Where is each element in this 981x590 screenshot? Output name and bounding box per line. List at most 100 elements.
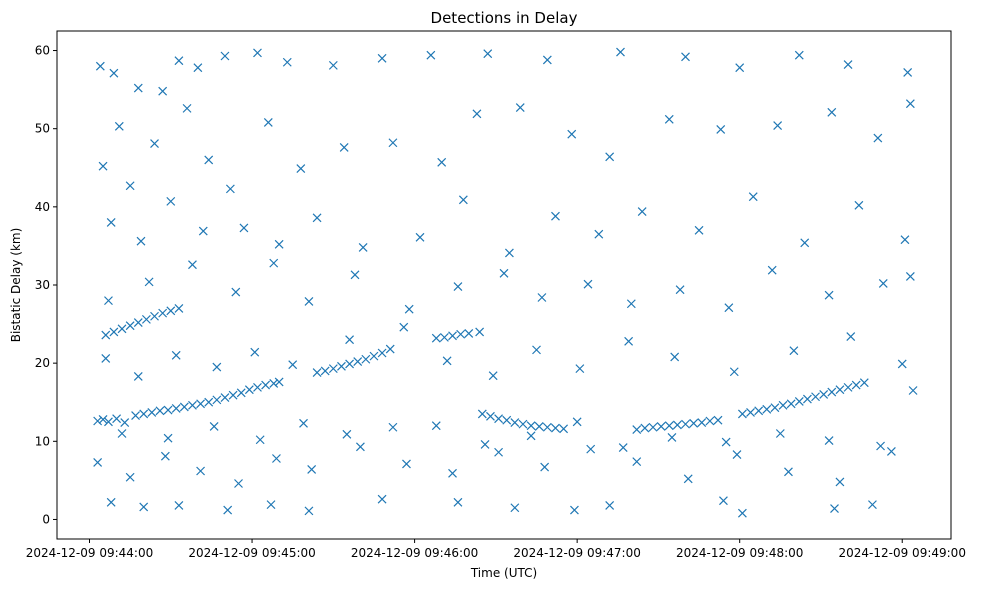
- data-point: [859, 378, 869, 388]
- data-point: [109, 68, 119, 78]
- data-point: [683, 474, 693, 484]
- data-point: [198, 226, 208, 236]
- data-point: [624, 336, 634, 346]
- data-point: [106, 497, 116, 507]
- data-point: [112, 414, 122, 424]
- data-point: [486, 411, 495, 421]
- data-point: [775, 429, 785, 438]
- data-point: [786, 399, 796, 409]
- data-point: [575, 364, 585, 374]
- data-point: [737, 409, 747, 419]
- data-point: [843, 382, 853, 392]
- data-point: [770, 403, 780, 413]
- data-point: [868, 500, 877, 510]
- data-point: [784, 467, 793, 477]
- data-point: [155, 406, 165, 416]
- data-point: [109, 327, 119, 337]
- data-point: [729, 367, 739, 377]
- data-point: [632, 457, 642, 467]
- data-point: [504, 248, 514, 258]
- data-point: [204, 155, 214, 165]
- data-point: [225, 184, 235, 194]
- data-point: [542, 55, 552, 65]
- data-point: [163, 433, 173, 443]
- data-point: [98, 415, 108, 424]
- data-point: [125, 181, 135, 191]
- data-point: [843, 60, 853, 70]
- data-point: [136, 236, 146, 246]
- data-point: [694, 225, 704, 235]
- data-point: [269, 258, 279, 268]
- data-point: [551, 211, 560, 221]
- data-point: [101, 354, 111, 363]
- data-point: [778, 400, 788, 410]
- y-tick-label: 40: [35, 200, 50, 214]
- data-point: [339, 143, 349, 152]
- data-point: [171, 350, 181, 360]
- data-point: [307, 465, 317, 474]
- data-point: [282, 57, 292, 67]
- x-axis-label: Time (UTC): [470, 566, 537, 580]
- y-tick-label: 0: [42, 512, 50, 526]
- data-point: [762, 404, 772, 414]
- data-point: [475, 327, 485, 337]
- data-point: [583, 279, 593, 289]
- y-axis-ticks: 0 10 20 30 40 50 60: [35, 44, 57, 526]
- data-point: [204, 397, 214, 407]
- data-point: [835, 385, 845, 395]
- data-point: [773, 121, 783, 130]
- data-point: [594, 229, 604, 239]
- data-point: [179, 402, 189, 412]
- data-point: [532, 345, 541, 355]
- data-point: [721, 437, 731, 447]
- data-point: [748, 192, 758, 202]
- data-point: [626, 299, 636, 309]
- data-point: [353, 357, 363, 367]
- data-point: [735, 63, 745, 73]
- data-point: [458, 195, 468, 205]
- y-tick-label: 20: [35, 356, 50, 370]
- data-point: [827, 387, 837, 397]
- data-point: [133, 372, 143, 381]
- data-point: [133, 318, 143, 327]
- data-point: [672, 420, 682, 430]
- data-point: [231, 287, 241, 297]
- data-point: [442, 356, 452, 366]
- data-point: [670, 352, 680, 362]
- data-point: [464, 329, 474, 338]
- data-point: [689, 418, 699, 428]
- data-point: [253, 48, 262, 58]
- data-point: [824, 436, 834, 445]
- data-point: [835, 477, 845, 487]
- y-tick-label: 30: [35, 278, 50, 292]
- data-point: [794, 397, 804, 406]
- data-point: [494, 447, 504, 457]
- data-point: [824, 290, 834, 300]
- data-point: [876, 441, 885, 451]
- data-point: [261, 380, 271, 390]
- data-point: [632, 425, 642, 435]
- data-point: [174, 500, 184, 510]
- data-point: [399, 322, 409, 332]
- data-point: [724, 303, 734, 313]
- data-point: [174, 304, 184, 313]
- data-point: [223, 505, 233, 515]
- data-point: [448, 331, 457, 341]
- data-point: [426, 50, 436, 60]
- y-tick-label: 60: [35, 44, 50, 58]
- x-tick-label: 2024-12-09 09:49:00: [839, 546, 966, 560]
- x-tick-label: 2024-12-09 09:47:00: [513, 546, 640, 560]
- data-point: [697, 418, 707, 427]
- data-point: [104, 417, 113, 427]
- data-point: [439, 332, 449, 342]
- data-point: [431, 421, 441, 431]
- data-point: [830, 504, 839, 513]
- data-point: [171, 404, 181, 413]
- data-point: [117, 324, 127, 334]
- data-point: [802, 394, 812, 404]
- data-point: [664, 114, 674, 124]
- data-point: [196, 466, 206, 476]
- data-point: [377, 348, 387, 358]
- data-point: [345, 335, 355, 345]
